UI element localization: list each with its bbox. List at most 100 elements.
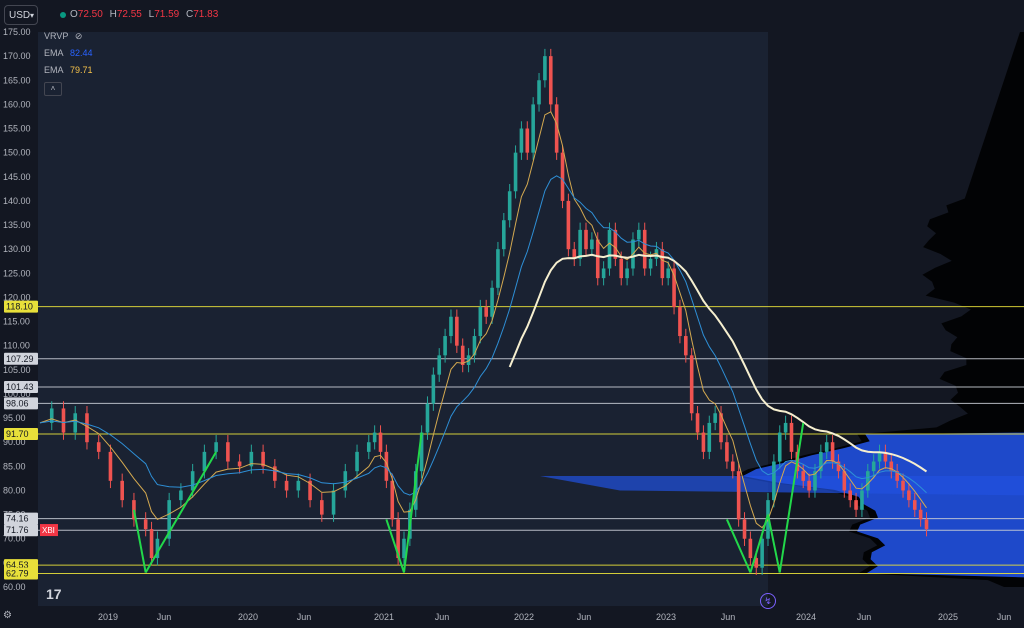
candle-body [601,268,606,279]
indicator-ema-fast[interactable]: EMA 82.44 [44,45,93,62]
candle-body [543,56,547,81]
price-tick: 95.00 [3,413,26,423]
candle-body [496,249,500,288]
candle-body [719,413,723,443]
price-tick: 175.00 [3,27,31,37]
indicator-vrvp[interactable]: VRVP ⊘ [44,28,93,45]
time-tick: Jun [997,612,1012,622]
candle-body [695,413,700,433]
candle-body [783,422,788,433]
open-value: 72.50 [77,9,103,20]
candle-body [760,538,764,568]
price-tick: 100.00 [3,389,31,399]
candle-body [431,374,436,404]
candle-body [854,500,858,510]
candle-body [214,442,218,452]
settings-icon[interactable]: ⚙ [3,610,12,621]
candle-body [654,249,659,259]
candle-body [390,480,395,520]
candle-body [202,451,207,472]
candle-body [85,413,89,443]
candle-body [572,249,577,259]
indicator-value: 79.71 [70,65,93,75]
eye-off-icon[interactable]: ⊘ [74,31,83,41]
candle-body [396,519,400,559]
close-label: C [186,9,194,20]
tradingview-logo[interactable]: 17 [46,586,62,602]
time-tick: Jun [297,612,312,622]
trend-arrow [144,451,217,574]
candle-body [502,220,506,250]
candle-body [584,229,588,250]
price-tick: 135.00 [3,220,31,230]
candle-body [889,461,894,472]
level-label: 91.70 [6,429,29,439]
candle-body [707,422,712,452]
time-tick: 2025 [938,612,958,622]
candle-body [120,480,124,501]
collapse-legend-button[interactable]: ˄ [44,82,62,96]
trend-arrow [767,514,781,573]
ema-slow-line [508,253,928,473]
candle-body [813,471,817,491]
candle-body [789,422,794,452]
candle-body [883,451,888,462]
time-tick: Jun [577,612,592,622]
candle-body [249,451,254,467]
candle-body [490,287,494,317]
candle-body [378,432,383,452]
candle-body [637,229,641,240]
candle-body [413,471,418,510]
time-tick: Jun [721,612,736,622]
candle-body [866,471,870,491]
volume-profile [742,432,1024,578]
trend-arrow [132,509,147,573]
candle-body [560,152,565,201]
candle-body [672,268,676,308]
candle-body [284,480,289,491]
chevron-up-icon: ˄ [50,84,56,93]
currency-selector[interactable]: USD ▾ [4,5,38,25]
candle-body [877,451,882,462]
level-label-bg [4,352,38,365]
candle-body [648,258,653,269]
candle-body [132,500,136,520]
price-tick: 155.00 [3,124,31,134]
candle-body [848,490,852,501]
level-label-bg [4,381,38,394]
candle-body [190,471,195,491]
indicator-ema-slow[interactable]: EMA 79.71 [44,62,93,79]
candle-body [273,466,277,481]
candle-body [660,249,665,279]
candle-body [772,461,776,501]
ema-mid-line [39,175,927,496]
candle-body [384,451,389,481]
level-label-bg [4,512,38,525]
candle-body [566,200,571,250]
candle-body [466,355,471,365]
level-label-bg [4,567,38,580]
candle-body [443,336,447,356]
price-tick: 115.00 [3,317,30,327]
level-label: 71.76 [6,525,29,535]
candle-body [531,104,535,153]
lightning-icon[interactable]: ↯ [760,593,776,609]
trend-arrow [778,422,805,573]
time-tick: Jun [157,612,172,622]
candle-body [472,336,477,356]
candle-body [320,500,324,515]
level-label: 64.53 [6,560,29,570]
candle-body [578,229,582,259]
candle-body [619,258,624,279]
time-tick: 2021 [374,612,394,622]
candle-body [819,451,823,472]
price-tick: 165.00 [3,75,31,85]
candle-body [61,408,66,433]
candle-body [296,480,301,491]
candle-body [519,128,524,153]
indicator-name: EMA [44,48,64,58]
time-tick: 2020 [238,612,258,622]
candle-body [96,442,101,452]
